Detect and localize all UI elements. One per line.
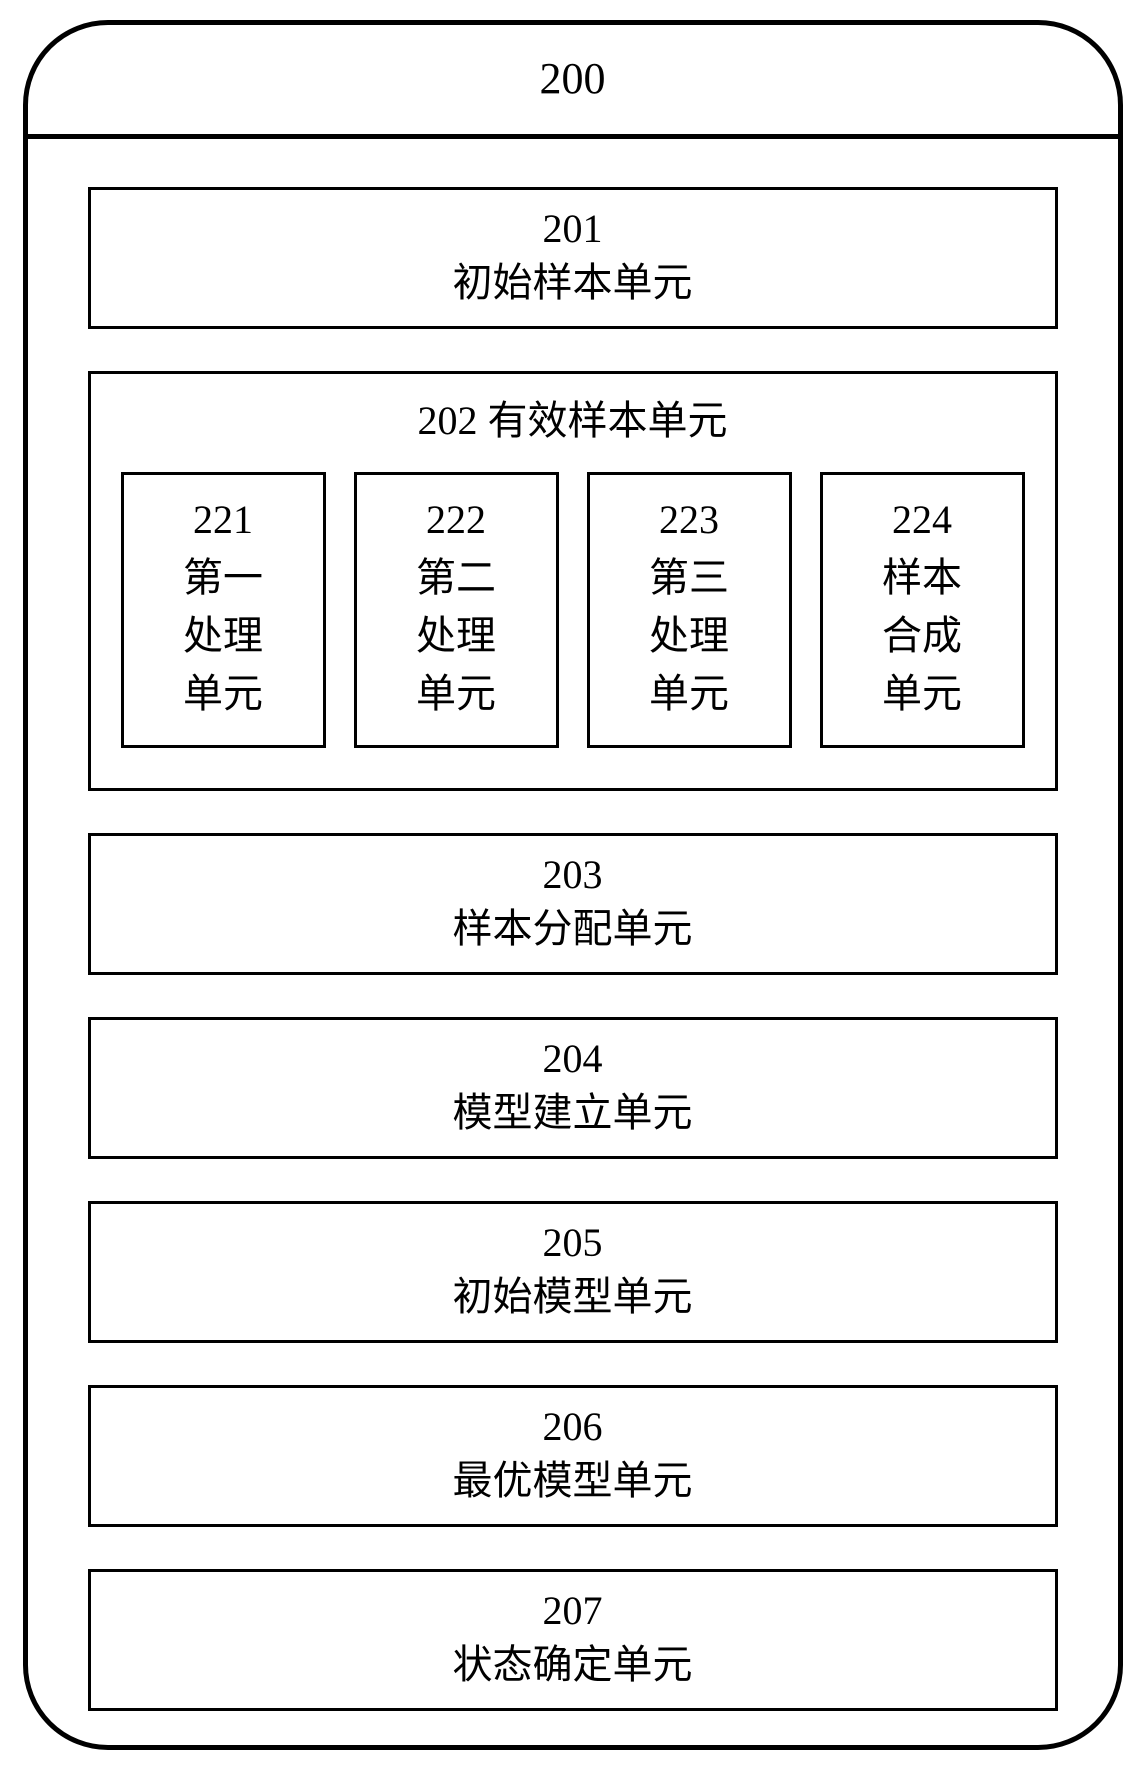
sub-224-l2: 合成 — [827, 607, 1018, 665]
sub-224-l3: 单元 — [827, 665, 1018, 723]
unit-205: 205 初始模型单元 — [88, 1201, 1058, 1343]
sub-222-l2: 处理 — [361, 607, 552, 665]
sub-223-id: 223 — [594, 491, 785, 549]
unit-201: 201 初始样本单元 — [88, 187, 1058, 329]
sub-224-l1: 样本 — [827, 549, 1018, 607]
unit-203: 203 样本分配单元 — [88, 833, 1058, 975]
unit-204: 204 模型建立单元 — [88, 1017, 1058, 1159]
unit-206-id: 206 — [91, 1400, 1055, 1454]
unit-202-sub-row: 221 第一 处理 单元 222 第二 处理 单元 223 第三 处理 单元 — [121, 472, 1025, 748]
unit-207: 207 状态确定单元 — [88, 1569, 1058, 1711]
device-frame: 200 201 初始样本单元 202 有效样本单元 221 第一 处理 单元 2… — [23, 20, 1123, 1750]
unit-204-name: 模型建立单元 — [91, 1086, 1055, 1140]
device-top-label: 200 — [540, 54, 606, 103]
unit-202-title: 202 有效样本单元 — [121, 388, 1025, 446]
unit-204-id: 204 — [91, 1032, 1055, 1086]
sub-222-l1: 第二 — [361, 549, 552, 607]
unit-201-name: 初始样本单元 — [91, 256, 1055, 310]
unit-205-name: 初始模型单元 — [91, 1270, 1055, 1324]
sub-223-l3: 单元 — [594, 665, 785, 723]
sub-221-id: 221 — [128, 491, 319, 549]
unit-206: 206 最优模型单元 — [88, 1385, 1058, 1527]
unit-202: 202 有效样本单元 221 第一 处理 单元 222 第二 处理 单元 223… — [88, 371, 1058, 791]
sub-221-l3: 单元 — [128, 665, 319, 723]
unit-201-id: 201 — [91, 202, 1055, 256]
unit-205-id: 205 — [91, 1216, 1055, 1270]
unit-207-id: 207 — [91, 1584, 1055, 1638]
unit-207-name: 状态确定单元 — [91, 1638, 1055, 1692]
device-header: 200 — [28, 25, 1118, 139]
unit-203-name: 样本分配单元 — [91, 902, 1055, 956]
sub-unit-221: 221 第一 处理 单元 — [121, 472, 326, 748]
sub-222-id: 222 — [361, 491, 552, 549]
sub-221-l1: 第一 — [128, 549, 319, 607]
sub-unit-224: 224 样本 合成 单元 — [820, 472, 1025, 748]
sub-221-l2: 处理 — [128, 607, 319, 665]
device-body: 201 初始样本单元 202 有效样本单元 221 第一 处理 单元 222 第… — [28, 139, 1118, 1745]
sub-224-id: 224 — [827, 491, 1018, 549]
sub-223-l1: 第三 — [594, 549, 785, 607]
unit-206-name: 最优模型单元 — [91, 1454, 1055, 1508]
unit-203-id: 203 — [91, 848, 1055, 902]
sub-unit-222: 222 第二 处理 单元 — [354, 472, 559, 748]
sub-223-l2: 处理 — [594, 607, 785, 665]
sub-222-l3: 单元 — [361, 665, 552, 723]
sub-unit-223: 223 第三 处理 单元 — [587, 472, 792, 748]
